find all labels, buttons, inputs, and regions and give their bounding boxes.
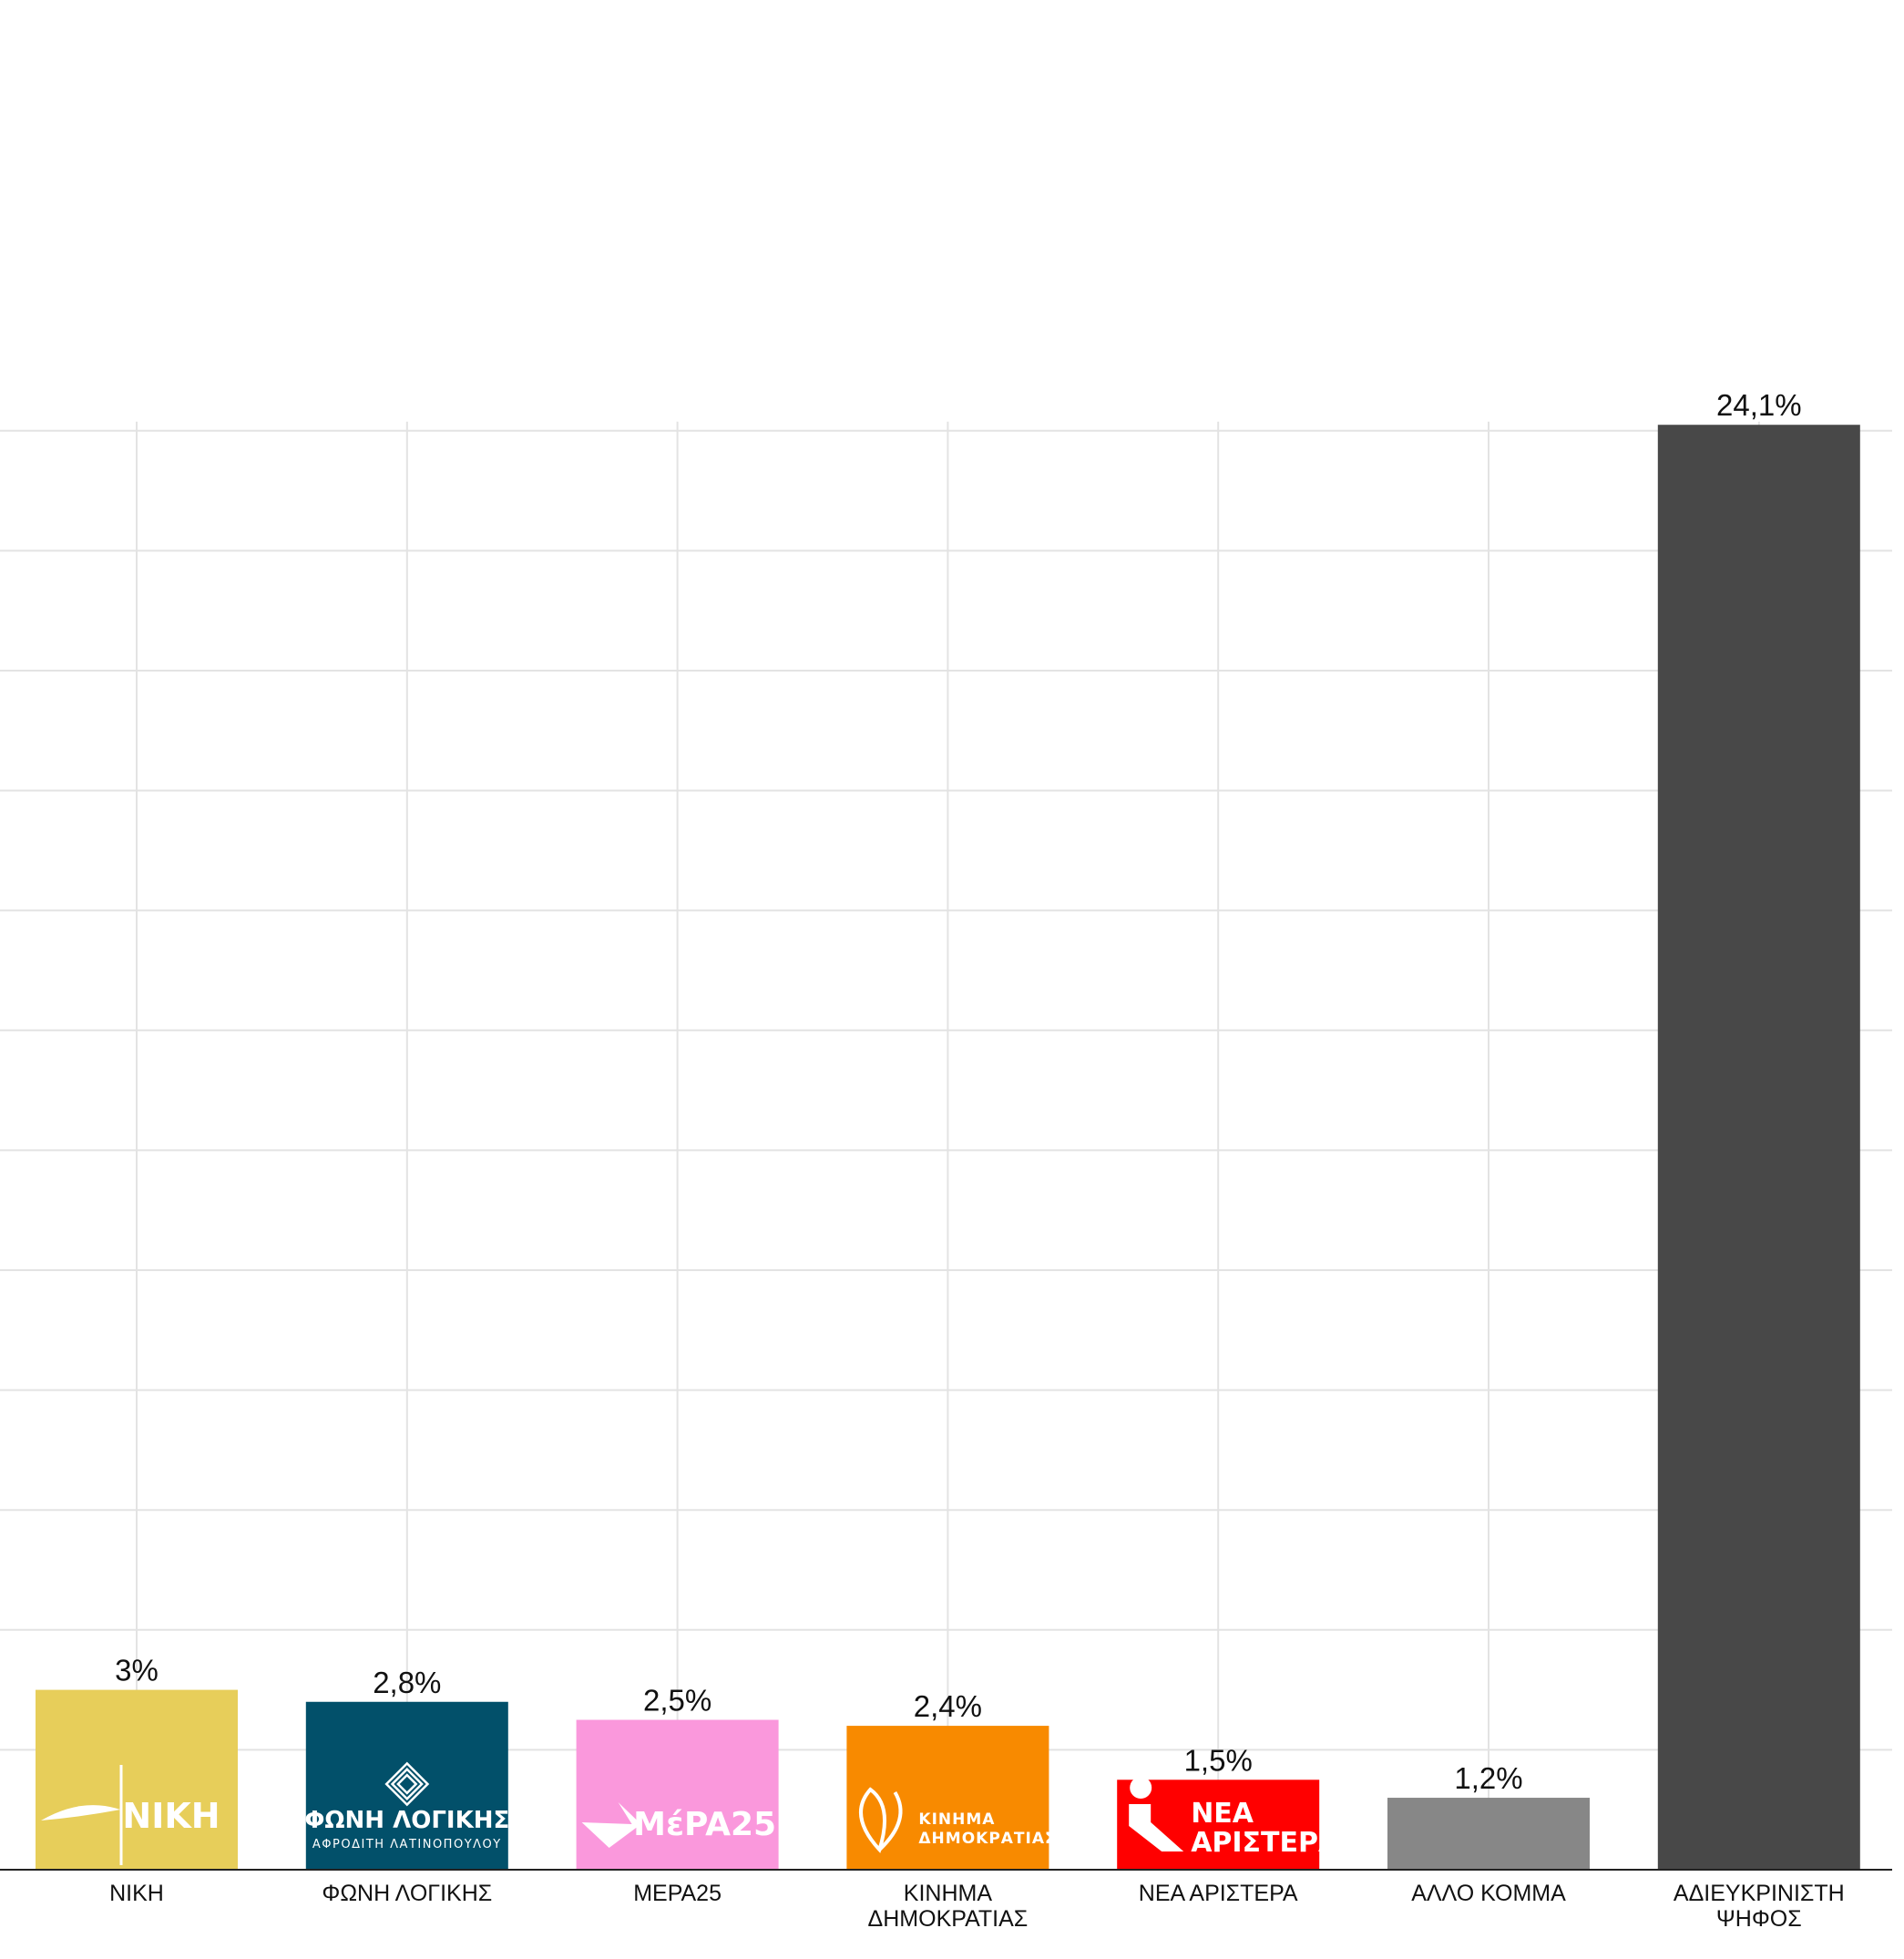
- category-label: ΝΙΚΗ: [109, 1881, 164, 1906]
- svg-text:ΑΡΙΣΤΕΡΑ: ΑΡΙΣΤΕΡΑ: [1191, 1827, 1340, 1859]
- bar-group: ΝΙΚΗ: [36, 1689, 238, 1870]
- category-label: ΔΗΜΟΚΡΑΤΙΑΣ: [868, 1906, 1029, 1932]
- bar: [1387, 1798, 1590, 1870]
- category-label: ΝΕΑ ΑΡΙΣΤΕΡΑ: [1139, 1881, 1298, 1906]
- value-label: 2,8%: [373, 1666, 441, 1699]
- bar-group: ΦΩΝΗ ΛΟΓΙΚΗΣ ΑΦΡΟΔΙΤΗ ΛΑΤΙΝΟΠΟΥΛΟΥ: [304, 1701, 509, 1870]
- gridlines: [0, 421, 1892, 1871]
- svg-text:ΝΙΚΗ: ΝΙΚΗ: [122, 1796, 220, 1836]
- labels: 3% ΝΙΚΗ 2,8% ΦΩΝΗ ΛΟΓΙΚΗΣ 2,5% ΜΕΡΑ25 2,4% ΚΙΝΗ…: [109, 388, 1845, 1932]
- bar-group: MέPA25: [576, 1719, 779, 1870]
- svg-text:ΝΕΑ: ΝΕΑ: [1191, 1798, 1254, 1830]
- mera25-logo: MέPA25: [581, 1802, 776, 1848]
- bar: [36, 1689, 238, 1870]
- bar-group: [1387, 1798, 1590, 1870]
- svg-text:ΔΗΜΟΚΡΑΤΙΑΣ: ΔΗΜΟΚΡΑΤΙΑΣ: [918, 1830, 1056, 1848]
- value-label: 1,2%: [1454, 1761, 1522, 1795]
- niki-logo: ΝΙΚΗ: [41, 1765, 220, 1865]
- value-label: 3%: [115, 1654, 159, 1687]
- category-label: ΦΩΝΗ ΛΟΓΙΚΗΣ: [322, 1881, 492, 1906]
- svg-text:ΚΙΝΗΜΑ: ΚΙΝΗΜΑ: [918, 1810, 995, 1829]
- category-label: ΑΛΛΟ ΚΟΜΜΑ: [1411, 1881, 1566, 1906]
- category-label: ΨΗΦΟΣ: [1716, 1906, 1802, 1932]
- bar-group: [1657, 425, 1860, 1871]
- value-label: 24,1%: [1716, 388, 1802, 422]
- value-label: 1,5%: [1184, 1743, 1253, 1777]
- bar: [1657, 425, 1860, 1871]
- category-label: ΚΙΝΗΜΑ: [904, 1881, 993, 1906]
- value-label: 2,4%: [914, 1689, 982, 1723]
- bar: [576, 1719, 779, 1870]
- category-label: ΑΔΙΕΥΚΡΙΝΙΣΤΗ: [1674, 1881, 1845, 1906]
- svg-text:ΑΦΡΟΔΙΤΗ ΛΑΤΙΝΟΠΟΥΛΟΥ: ΑΦΡΟΔΙΤΗ ΛΑΤΙΝΟΠΟΥΛΟΥ: [312, 1838, 502, 1851]
- svg-text:ΦΩΝΗ ΛΟΓΙΚΗΣ: ΦΩΝΗ ΛΟΓΙΚΗΣ: [304, 1807, 509, 1834]
- bars: ΝΙΚΗ ΦΩΝΗ ΛΟΓΙΚΗΣ ΑΦΡΟΔΙΤΗ ΛΑΤΙΝΟΠΟΥΛΟΥ MέP…: [36, 425, 1860, 1871]
- category-label: ΜΕΡΑ25: [633, 1881, 722, 1906]
- bar: [305, 1701, 508, 1870]
- svg-text:MέPA25: MέPA25: [633, 1806, 776, 1843]
- value-label: 2,5%: [643, 1684, 711, 1718]
- foni-logikis-logo: ΦΩΝΗ ΛΟΓΙΚΗΣ ΑΦΡΟΔΙΤΗ ΛΑΤΙΝΟΠΟΥΛΟΥ: [304, 1761, 509, 1851]
